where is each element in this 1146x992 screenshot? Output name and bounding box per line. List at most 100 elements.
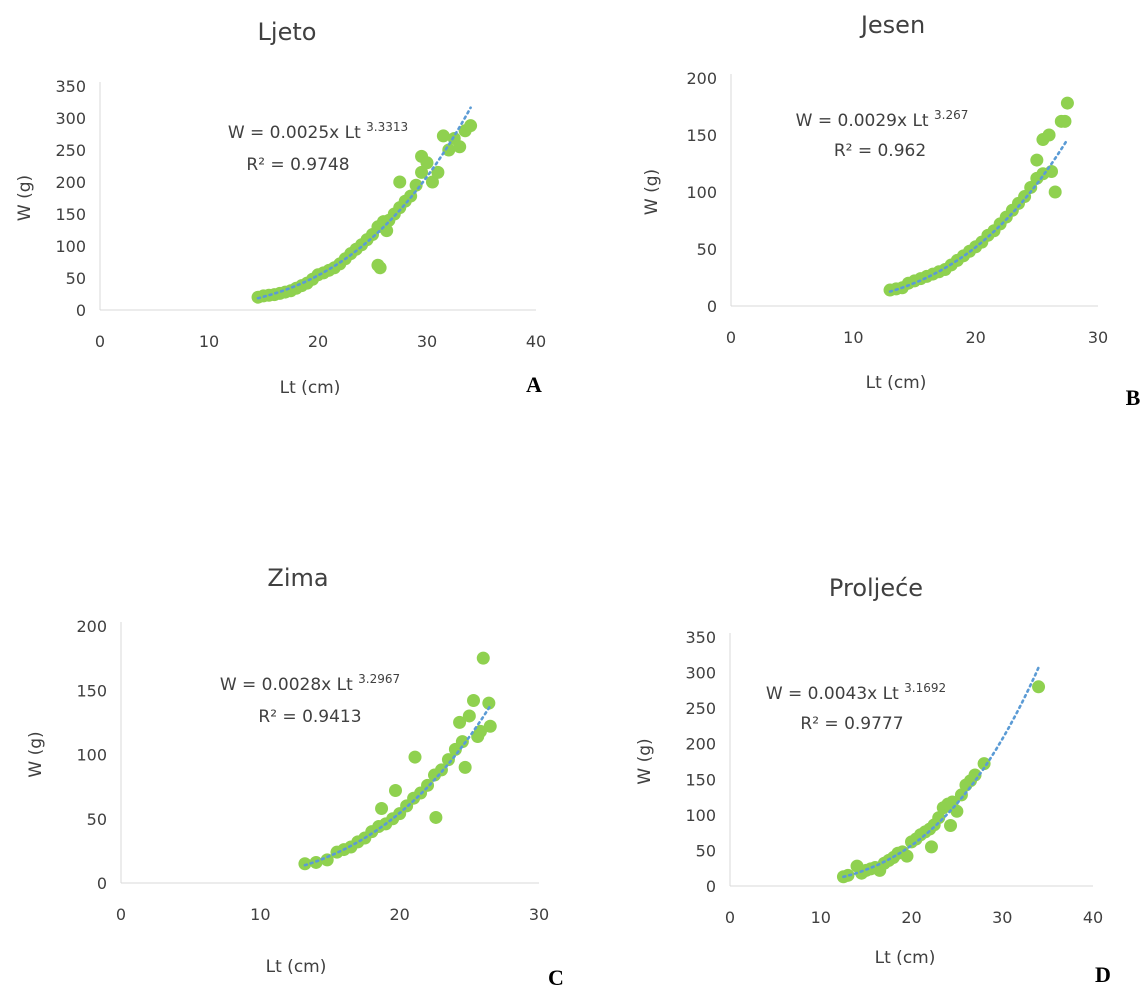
r-squared-label: R² = 0.962 [834,141,926,161]
y-tick-label: 50 [66,269,86,288]
x-axis-label: Lt (cm) [280,378,341,398]
x-tick-label: 0 [95,332,105,351]
x-tick-label: 10 [199,332,219,351]
y-axis-label: W (g) [15,175,35,221]
equation-base: W = 0.0025x Lt [228,123,366,143]
y-tick-label: 50 [87,810,107,829]
y-tick-label: 100 [686,183,717,202]
x-tick-label: 10 [811,908,831,927]
data-point [463,709,476,722]
data-point [408,751,421,764]
y-tick-label: 300 [55,109,86,128]
y-tick-label: 0 [97,874,107,893]
data-point [1045,165,1058,178]
data-point [900,850,913,863]
y-tick-label: 100 [55,237,86,256]
data-point [374,261,387,274]
data-point [393,176,406,189]
y-tick-label: 150 [76,681,107,700]
trendline-equation: W = 0.0029x Lt 3.267 [796,108,969,131]
y-tick-label: 200 [685,735,716,754]
equation-exponent: 3.3313 [366,120,408,134]
y-tick-label: 250 [55,141,86,160]
x-tick-label: 0 [116,905,126,924]
y-tick-label: 300 [685,664,716,683]
equation-base: W = 0.0028x Lt [220,675,358,695]
y-tick-label: 350 [55,77,86,96]
panel-letter: A [526,372,542,397]
panel-letter: B [1126,385,1141,410]
y-tick-label: 0 [706,877,716,896]
y-tick-label: 100 [685,806,716,825]
y-tick-label: 250 [685,699,716,718]
x-tick-label: 20 [308,332,328,351]
data-point [1061,97,1074,110]
x-tick-label: 0 [725,908,735,927]
x-tick-label: 20 [901,908,921,927]
y-axis-label: W (g) [642,169,662,215]
data-point [1043,129,1056,142]
panel-letter: D [1095,962,1111,987]
y-tick-label: 150 [686,126,717,145]
chart-title: Jesen [859,11,925,39]
x-tick-label: 30 [992,908,1012,927]
x-tick-label: 20 [389,905,409,924]
x-tick-label: 0 [726,328,736,347]
y-axis-label: W (g) [26,731,46,777]
data-point [410,179,423,192]
y-tick-label: 0 [76,301,86,320]
data-point [421,156,434,169]
y-tick-label: 200 [686,69,717,88]
data-point [459,761,472,774]
chart-panel-c: Zima 0 50 100 150 200 0 10 20 30 Lt (cm) W (g) W = 0… [26,564,564,990]
y-tick-label: 200 [76,617,107,636]
data-point [944,819,957,832]
chart-panel-b: Jesen 0 50 100 150 200 0 10 20 30 Lt (cm) W (g) W = … [642,11,1141,410]
y-tick-label: 0 [707,297,717,316]
data-point [484,720,497,733]
data-point [477,652,490,665]
trendline-equation: W = 0.0025x Lt 3.3313 [228,120,408,143]
data-point [1032,680,1045,693]
data-point [437,129,450,142]
chart-panel-d: Proljeće 0 50 100 150 200 250 300 350 0 10 20 30 40 Lt… [635,574,1111,987]
y-tick-label: 350 [685,628,716,647]
trendline-equation: W = 0.0028x Lt 3.2967 [220,672,400,695]
data-point [453,140,466,153]
x-tick-label: 40 [1083,908,1103,927]
y-tick-label: 50 [697,240,717,259]
data-point [925,840,938,853]
equation-base: W = 0.0043x Lt [766,684,904,704]
x-tick-label: 30 [1088,328,1108,347]
y-axis-label: W (g) [635,738,655,784]
r-squared-label: R² = 0.9748 [246,155,349,175]
x-axis-label: Lt (cm) [866,373,927,393]
data-point [464,119,477,132]
data-point [1049,186,1062,199]
x-tick-label: 30 [529,905,549,924]
data-point [389,784,402,797]
y-tick-label: 100 [76,746,107,765]
trendline-equation: W = 0.0043x Lt 3.1692 [766,681,946,704]
equation-exponent: 3.1692 [904,681,946,695]
chart-title: Ljeto [258,18,317,46]
x-tick-label: 10 [250,905,270,924]
data-point [1030,154,1043,167]
x-tick-label: 40 [526,332,546,351]
x-tick-label: 10 [843,328,863,347]
r-squared-label: R² = 0.9777 [800,714,903,734]
chart-panel-a: Ljeto 0 50 100 150 200 250 300 350 0 10 20 30 40 Lt (c… [15,18,546,398]
r-squared-label: R² = 0.9413 [258,707,361,727]
chart-title: Zima [267,564,328,592]
y-tick-label: 150 [55,205,86,224]
x-tick-label: 20 [965,328,985,347]
x-axis-label: Lt (cm) [266,957,327,977]
y-tick-label: 200 [55,173,86,192]
equation-exponent: 3.2967 [358,672,400,686]
x-tick-label: 30 [417,332,437,351]
equation-base: W = 0.0029x Lt [796,111,934,131]
data-point [1058,115,1071,128]
data-point [375,802,388,815]
panel-letter: C [548,965,564,990]
chart-title: Proljeće [829,574,923,602]
